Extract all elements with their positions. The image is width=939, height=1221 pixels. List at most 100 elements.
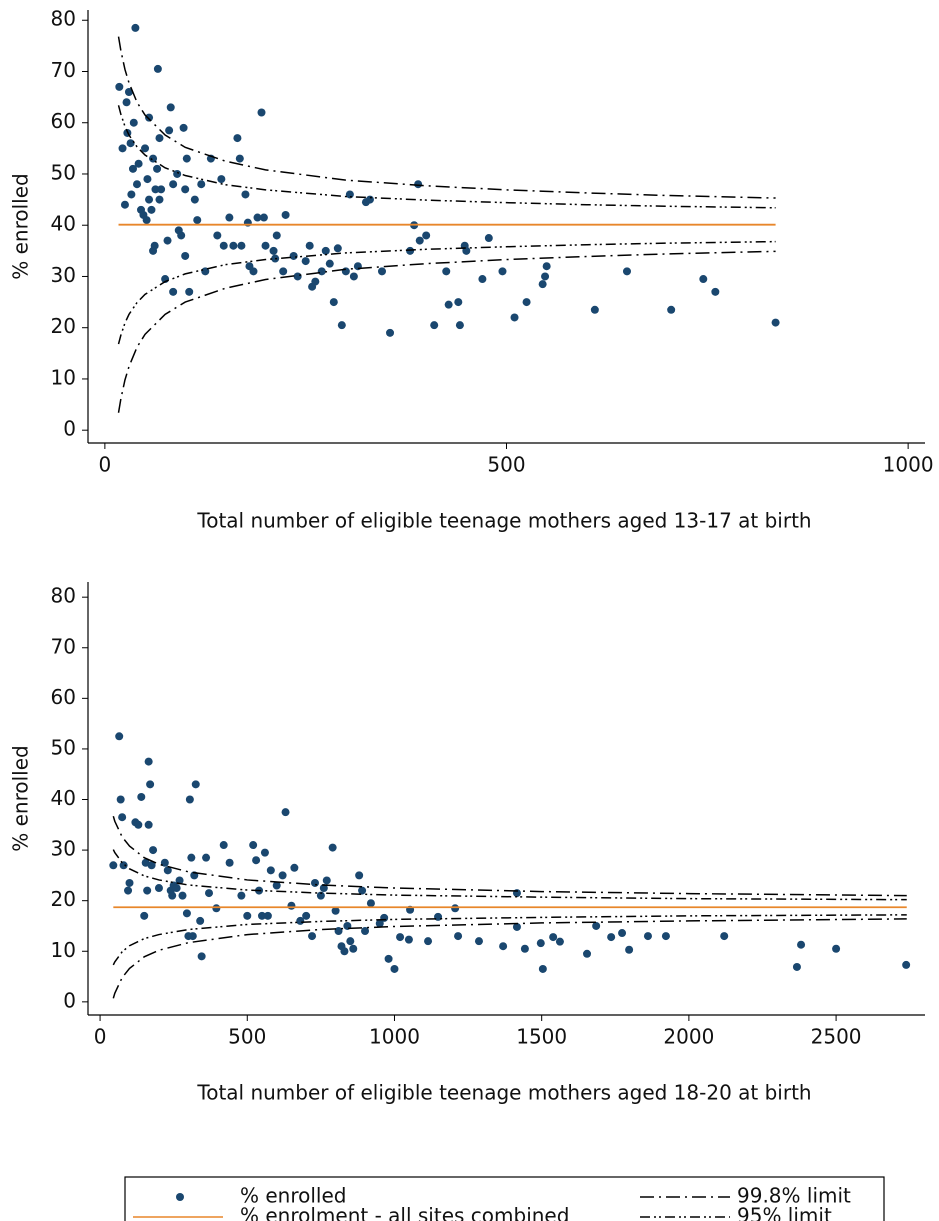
data-point bbox=[125, 878, 134, 887]
data-point bbox=[308, 932, 317, 941]
data-point bbox=[163, 866, 172, 875]
data-point bbox=[119, 861, 128, 870]
data-point bbox=[643, 932, 652, 941]
data-point bbox=[422, 231, 431, 240]
y-tick-label: 80 bbox=[51, 584, 76, 608]
data-point bbox=[169, 287, 178, 296]
x-tick-label: 0 bbox=[99, 453, 112, 477]
data-point bbox=[155, 195, 164, 204]
data-point bbox=[124, 87, 133, 96]
x-tick-label: 500 bbox=[487, 453, 525, 477]
data-point bbox=[622, 267, 631, 276]
data-point bbox=[185, 287, 194, 296]
data-point bbox=[355, 871, 364, 880]
data-point bbox=[118, 144, 127, 153]
data-point bbox=[157, 185, 166, 194]
data-point bbox=[155, 134, 164, 143]
data-point bbox=[177, 231, 186, 240]
data-point bbox=[404, 935, 413, 944]
legend-box bbox=[124, 1176, 885, 1221]
data-point bbox=[538, 280, 547, 289]
data-point bbox=[293, 272, 302, 281]
y-tick-label: 10 bbox=[51, 938, 76, 962]
y-tick-label: 60 bbox=[51, 685, 76, 709]
data-point bbox=[322, 876, 331, 885]
data-point bbox=[555, 937, 564, 946]
data-point bbox=[797, 940, 806, 949]
data-point bbox=[592, 921, 601, 930]
x-tick-label: 0 bbox=[94, 1025, 107, 1049]
data-point bbox=[430, 321, 439, 330]
data-point bbox=[667, 305, 676, 314]
data-point bbox=[185, 795, 194, 804]
data-point bbox=[188, 932, 197, 941]
data-point bbox=[331, 906, 340, 915]
data-point bbox=[193, 216, 202, 225]
data-point bbox=[290, 863, 299, 872]
data-point bbox=[197, 180, 206, 189]
data-point bbox=[205, 889, 214, 898]
data-point bbox=[406, 246, 415, 255]
legend-label: % enrolled bbox=[240, 1184, 346, 1208]
data-point bbox=[334, 927, 343, 936]
data-point bbox=[165, 126, 174, 135]
y-tick-label: 40 bbox=[51, 786, 76, 810]
data-point bbox=[129, 118, 138, 127]
data-point bbox=[720, 932, 729, 941]
data-point bbox=[538, 964, 547, 973]
y-tick-label: 60 bbox=[51, 109, 76, 133]
data-point bbox=[144, 757, 153, 766]
data-point bbox=[143, 886, 152, 895]
data-point bbox=[181, 185, 190, 194]
data-point bbox=[213, 231, 222, 240]
y-tick-label: 40 bbox=[51, 212, 76, 236]
data-point bbox=[279, 267, 288, 276]
data-point bbox=[243, 911, 252, 920]
data-point bbox=[522, 298, 531, 307]
y-axis-title: % enrolled bbox=[9, 745, 33, 851]
data-point bbox=[147, 205, 156, 214]
data-point bbox=[219, 241, 228, 250]
data-point bbox=[311, 277, 320, 286]
data-point bbox=[202, 853, 211, 862]
data-point bbox=[178, 891, 187, 900]
data-point bbox=[474, 937, 483, 946]
data-point bbox=[278, 871, 287, 880]
data-point bbox=[249, 841, 258, 850]
data-point bbox=[145, 195, 154, 204]
data-point bbox=[140, 911, 149, 920]
data-point bbox=[454, 932, 463, 941]
data-point bbox=[832, 944, 841, 953]
data-point bbox=[149, 846, 158, 855]
data-point bbox=[329, 298, 338, 307]
data-point bbox=[137, 792, 146, 801]
limit-line bbox=[112, 918, 907, 999]
data-point bbox=[536, 939, 545, 948]
data-point bbox=[128, 164, 137, 173]
data-point bbox=[124, 886, 133, 895]
data-point bbox=[590, 305, 599, 314]
y-tick-label: 70 bbox=[51, 634, 76, 658]
data-point bbox=[143, 175, 152, 184]
limit-line bbox=[117, 36, 776, 199]
data-point bbox=[237, 241, 246, 250]
data-point bbox=[131, 23, 140, 32]
data-point bbox=[257, 911, 266, 920]
legend-label: 99.8% limit bbox=[737, 1184, 851, 1208]
limit-line bbox=[112, 849, 907, 901]
data-point bbox=[321, 246, 330, 255]
data-point bbox=[134, 159, 143, 168]
data-point bbox=[349, 944, 358, 953]
data-point bbox=[328, 843, 337, 852]
y-tick-label: 50 bbox=[51, 735, 76, 759]
data-point bbox=[249, 267, 258, 276]
data-point bbox=[333, 244, 342, 253]
data-point bbox=[625, 945, 634, 954]
data-point bbox=[317, 267, 326, 276]
data-point bbox=[182, 909, 191, 918]
data-point bbox=[414, 180, 423, 189]
data-point bbox=[377, 267, 386, 276]
data-point bbox=[233, 134, 242, 143]
